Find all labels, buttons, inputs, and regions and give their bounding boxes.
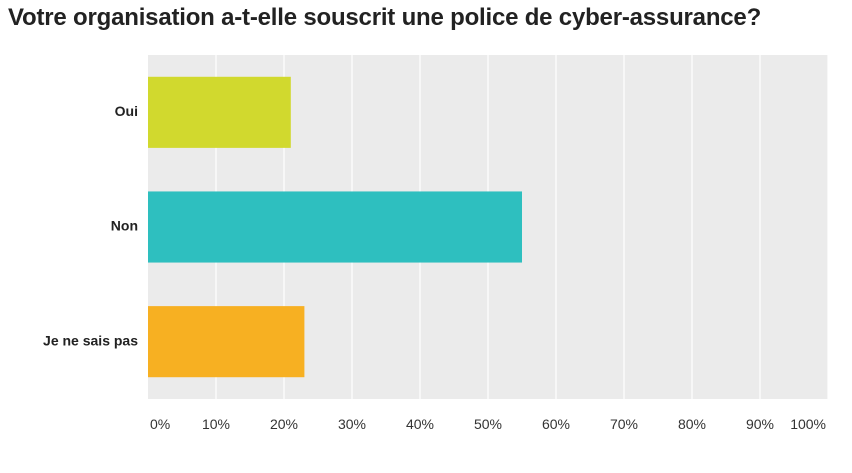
x-tick-label: 90% [746, 416, 774, 432]
x-tick-label: 40% [406, 416, 434, 432]
x-tick-label: 10% [202, 416, 230, 432]
x-tick-labels: 0% 10% 20% 30% 40% 50% 60% 70% 80% 90% 100% [150, 416, 826, 432]
x-tick-label: 70% [610, 416, 638, 432]
x-tick-label: 50% [474, 416, 502, 432]
x-tick-label: 0% [150, 416, 170, 432]
x-tick-label: 20% [270, 416, 298, 432]
x-tick-label: 60% [542, 416, 570, 432]
bars [148, 76, 522, 378]
x-tick-label: 100% [790, 416, 826, 432]
chart-title: Votre organisation a-t-elle souscrit une… [8, 4, 762, 31]
bar-je-ne-sais-pas [148, 306, 305, 378]
category-label: Oui [115, 103, 138, 119]
bar-non [148, 191, 522, 263]
category-labels: Oui Non Je ne sais pas [43, 103, 138, 348]
x-tick-label: 80% [678, 416, 706, 432]
category-label: Non [111, 218, 138, 234]
category-label: Je ne sais pas [43, 332, 138, 348]
bar-oui [148, 76, 291, 148]
x-tick-label: 30% [338, 416, 366, 432]
